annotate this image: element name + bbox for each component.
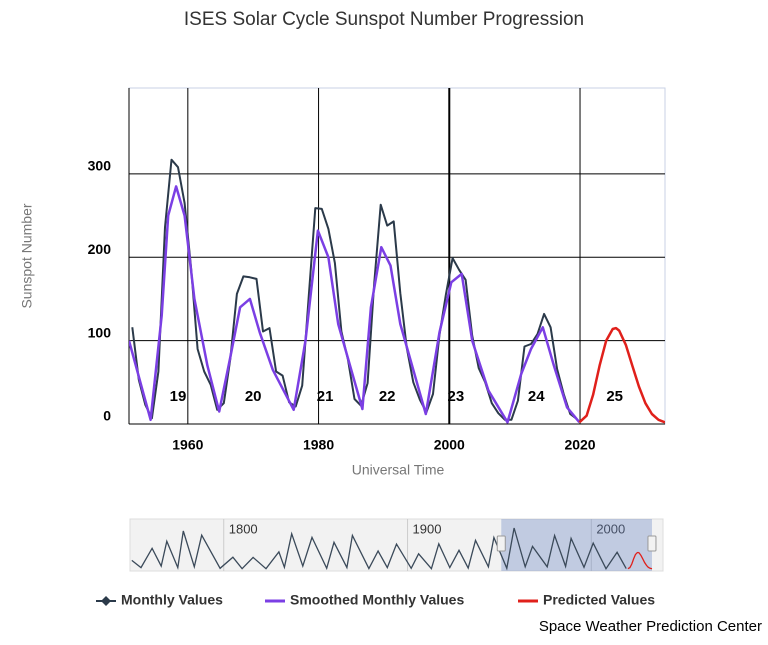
x-tick-label: 2020 <box>564 437 595 453</box>
navigator-line <box>131 527 627 571</box>
legend: Monthly Values Smoothed Monthly Values Pre… <box>96 592 655 608</box>
cycle-label: 19 <box>170 388 187 405</box>
legend-label[interactable]: Monthly Values <box>121 592 223 608</box>
series-line <box>131 158 578 421</box>
navigator-handle[interactable] <box>647 535 657 552</box>
cycle-label: 20 <box>245 388 262 405</box>
chart-title: ISES Solar Cycle Sunspot Number Progress… <box>184 9 584 30</box>
footer-credit: Space Weather Prediction Center <box>539 618 762 635</box>
plot-lines <box>129 158 665 424</box>
navigator-tick-label: 1900 <box>413 521 442 536</box>
x-tick-label: 1980 <box>303 437 334 453</box>
cycle-label: 23 <box>447 388 464 405</box>
navigator-predicted-line <box>627 551 653 570</box>
navigator-tick-label: 2000 <box>596 521 625 536</box>
x-tick-label: 2000 <box>434 437 465 453</box>
y-tick-label: 100 <box>88 324 112 340</box>
navigator-handle[interactable] <box>496 535 506 552</box>
legend-label[interactable]: Smoothed Monthly Values <box>290 592 464 608</box>
grid: 0 100 200 300 1960 1980 2000 2020 19 20 21 22 23 24 25 <box>88 88 665 453</box>
y-tick-label: 0 <box>103 408 111 424</box>
legend-marker <box>101 596 111 606</box>
y-tick-label: 300 <box>88 158 112 174</box>
series-line <box>129 185 581 424</box>
x-axis-label: Universal Time <box>352 462 445 478</box>
cycle-label: 22 <box>379 388 396 405</box>
cycle-label: 24 <box>528 388 545 405</box>
cycle-label: 25 <box>606 388 623 405</box>
y-tick-label: 200 <box>88 241 112 257</box>
navigator: 1800 1900 2000 <box>129 518 664 572</box>
navigator-tick-label: 1800 <box>229 521 258 536</box>
cycle-label: 21 <box>317 388 334 405</box>
x-tick-label: 1960 <box>172 437 203 453</box>
y-axis-label: Sunspot Number <box>19 203 35 308</box>
series-line <box>578 326 665 424</box>
legend-label[interactable]: Predicted Values <box>543 592 655 608</box>
